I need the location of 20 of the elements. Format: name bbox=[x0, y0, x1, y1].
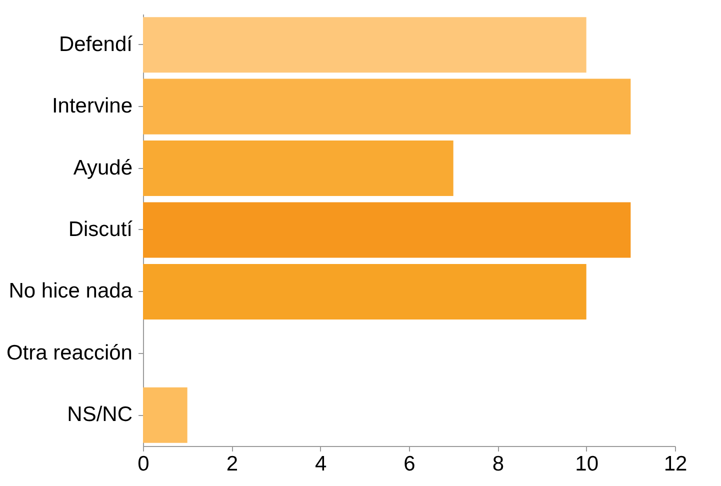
bar bbox=[143, 202, 631, 258]
y-tick-label: Intervine bbox=[52, 94, 132, 118]
x-tick-label: 8 bbox=[492, 452, 504, 476]
bar bbox=[143, 78, 631, 134]
y-tick-label: No hice nada bbox=[8, 280, 133, 303]
y-tick-label: Otra reacción bbox=[6, 341, 132, 364]
x-tick-label: 6 bbox=[404, 452, 416, 476]
x-tick-label: 4 bbox=[314, 452, 327, 476]
y-tick-label: NS/NC bbox=[67, 403, 132, 426]
bar bbox=[143, 387, 188, 443]
y-tick-label: Discutí bbox=[68, 218, 133, 241]
bar bbox=[143, 264, 586, 320]
bar bbox=[143, 17, 586, 73]
x-tick-label: 10 bbox=[575, 452, 599, 476]
x-tick-label: 2 bbox=[226, 452, 238, 476]
y-tick-label: Defendí bbox=[58, 32, 133, 56]
y-tick-label: Ayudé bbox=[73, 156, 132, 180]
bar bbox=[143, 140, 454, 196]
x-tick-label: 12 bbox=[664, 452, 688, 476]
x-tick-label: 0 bbox=[138, 452, 150, 476]
